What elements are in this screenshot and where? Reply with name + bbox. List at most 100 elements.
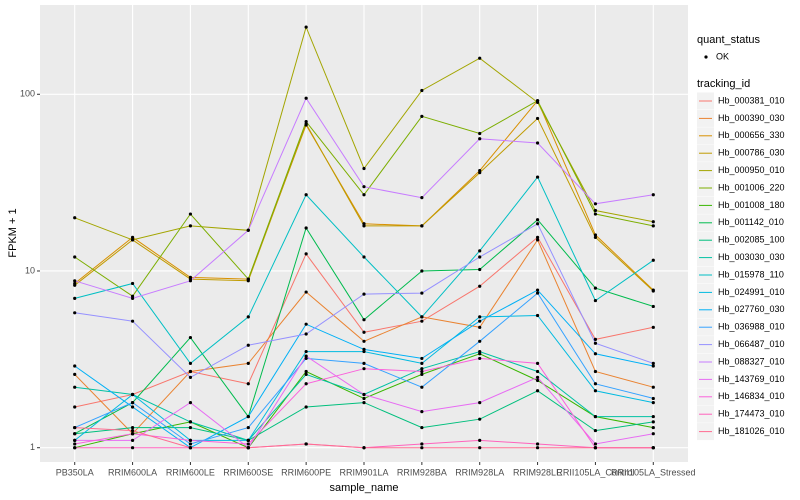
x-tick-label: RRIM600SE: [223, 467, 273, 477]
data-point: [651, 446, 655, 450]
data-point: [535, 141, 540, 145]
data-point: [188, 279, 193, 283]
data-point: [420, 315, 424, 319]
data-point: [73, 216, 77, 220]
data-point: [246, 438, 250, 442]
y-tick-label: 100: [20, 89, 35, 99]
data-point: [130, 428, 135, 433]
data-point: [420, 361, 424, 365]
data-point: [420, 319, 424, 323]
data-point: [304, 226, 308, 230]
data-point: [478, 171, 482, 175]
data-point: [188, 224, 193, 228]
data-point: [188, 400, 193, 405]
data-point: [535, 99, 540, 103]
data-point: [593, 382, 598, 386]
legend-label: Hb_181026_010: [718, 426, 785, 436]
data-point: [130, 446, 135, 450]
data-point: [304, 369, 308, 374]
data-point: [304, 290, 308, 294]
x-tick-label: RRII105LA_Control: [556, 467, 634, 477]
data-point: [651, 289, 655, 293]
data-point: [130, 425, 135, 430]
data-point: [304, 372, 308, 376]
data-point: [246, 425, 250, 430]
data-point: [73, 296, 77, 300]
data-point: [188, 212, 193, 216]
data-point: [130, 400, 135, 405]
legend-title: quant_status: [697, 34, 760, 46]
x-tick-label: RRIM600LA: [108, 467, 157, 477]
data-point: [651, 220, 655, 224]
data-point: [478, 325, 482, 329]
data-point: [188, 442, 193, 446]
legend-label: Hb_000390_030: [718, 113, 785, 123]
legend-label: Hb_015978_110: [718, 269, 784, 279]
data-point: [246, 382, 250, 386]
data-point: [478, 131, 482, 136]
data-point: [651, 325, 655, 329]
data-point: [535, 291, 540, 295]
data-point: [130, 238, 135, 242]
data-point: [304, 120, 308, 124]
data-point: [130, 432, 135, 436]
data-point: [188, 361, 193, 365]
data-point: [593, 202, 598, 206]
data-point: [304, 382, 308, 386]
data-point: [420, 369, 424, 374]
data-point: [535, 238, 540, 242]
data-point: [420, 88, 424, 93]
data-point: [535, 378, 540, 383]
data-point: [362, 224, 366, 228]
data-point: [420, 269, 424, 273]
data-point: [304, 442, 308, 446]
data-point: [73, 283, 77, 287]
data-point: [593, 442, 598, 446]
data-point: [478, 339, 482, 343]
data-point: [362, 392, 366, 397]
data-point: [188, 438, 193, 442]
legend-label: Hb_036988_010: [718, 322, 785, 332]
x-axis-title: sample_name: [329, 482, 398, 494]
data-point: [651, 258, 655, 262]
legend-label: Hb_088327_010: [718, 356, 785, 366]
data-point: [478, 137, 482, 141]
data-point: [73, 385, 77, 389]
data-point: [188, 446, 193, 450]
data-point: [593, 428, 598, 433]
data-point: [304, 405, 308, 409]
x-tick-label: RRIM600PE: [281, 467, 331, 477]
data-point: [188, 425, 193, 430]
data-point: [651, 400, 655, 405]
data-point: [593, 208, 598, 213]
data-point: [362, 446, 366, 450]
data-point: [73, 438, 77, 442]
data-point: [304, 354, 308, 358]
legend-label: Hb_066487_010: [718, 339, 785, 349]
data-point: [535, 222, 540, 226]
data-point: [535, 218, 540, 222]
data-point: [130, 235, 135, 239]
data-point: [304, 25, 308, 29]
data-point: [478, 267, 482, 272]
data-point: [420, 425, 424, 430]
data-point: [651, 414, 655, 419]
data-point: [362, 400, 366, 405]
data-point: [651, 425, 655, 430]
data-point: [362, 330, 366, 334]
data-point: [535, 235, 540, 239]
data-point: [362, 318, 366, 322]
data-point: [130, 392, 135, 397]
data-point: [593, 341, 598, 345]
legend-label: Hb_003030_030: [718, 252, 785, 262]
legend-label: Hb_001142_010: [718, 217, 784, 227]
data-point: [246, 343, 250, 347]
data-point: [420, 224, 424, 228]
x-tick-label: RRIM901LA: [339, 467, 388, 477]
data-point: [362, 396, 366, 401]
data-point: [188, 335, 193, 340]
data-point: [420, 410, 424, 414]
data-point: [535, 116, 540, 121]
data-point: [651, 396, 655, 401]
